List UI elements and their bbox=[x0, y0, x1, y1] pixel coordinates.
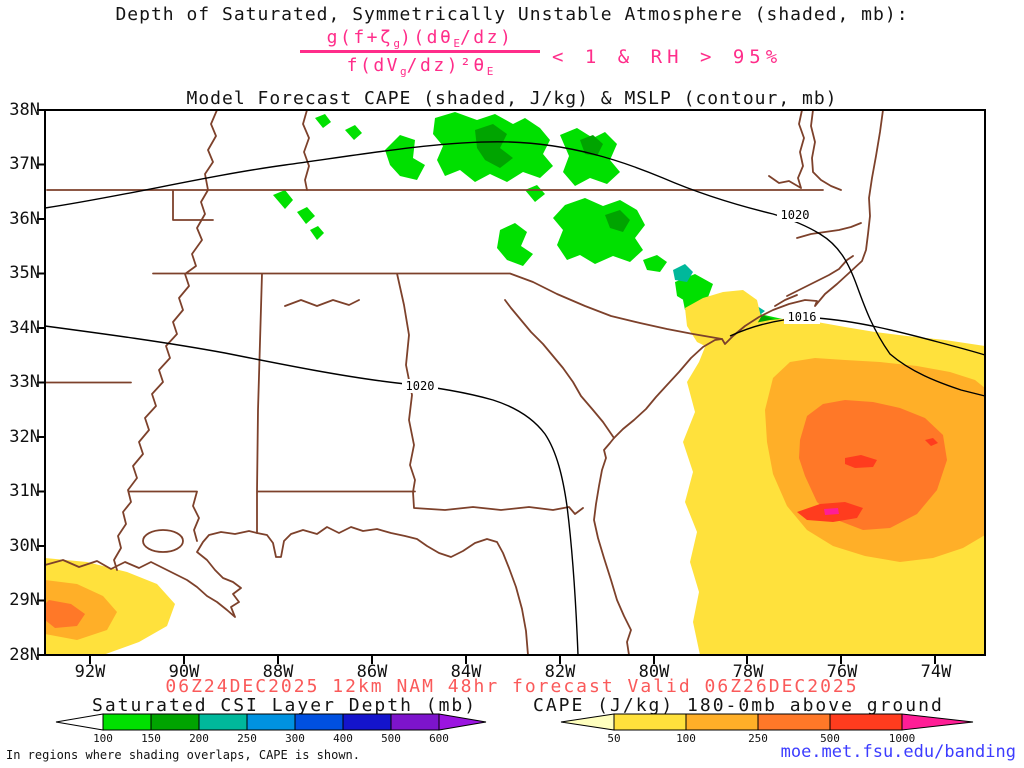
atlantic-coastline bbox=[593, 109, 884, 656]
mslp-contour-1020-south bbox=[44, 325, 579, 656]
csi-colorbar-left-arrow bbox=[55, 713, 104, 731]
csi-scale-tick: 400 bbox=[333, 732, 353, 745]
mslp-contour-1020-north bbox=[44, 141, 986, 397]
lon-tick-label: 92W bbox=[74, 662, 106, 682]
fraction-bar bbox=[300, 50, 540, 53]
cape-scale-tick: 50 bbox=[607, 732, 621, 745]
site-link[interactable]: moe.met.fsu.edu/banding bbox=[780, 742, 1016, 762]
contour-label-1020-south: 1020 bbox=[406, 379, 435, 393]
cape-fill-100-250 bbox=[45, 358, 985, 640]
contour-label-bg bbox=[777, 208, 813, 222]
lon-tick-label: 80W bbox=[638, 662, 670, 682]
cape-scale-tick: 500 bbox=[820, 732, 840, 745]
axis-tick-marks bbox=[37, 109, 936, 664]
gulf-coastline bbox=[44, 526, 529, 656]
mslp-contour-labels: 1020 1016 1020 bbox=[402, 208, 820, 393]
overlap-footnote: In regions where shading overlaps, CAPE … bbox=[6, 748, 361, 762]
lon-tick-label: 84W bbox=[450, 662, 482, 682]
csi-scale-tick: 500 bbox=[381, 732, 401, 745]
csi-legend-title: Saturated CSI Layer Depth (mb) bbox=[92, 695, 478, 716]
lat-tick-label: 36N bbox=[9, 209, 40, 229]
lat-tick-label: 35N bbox=[9, 263, 40, 283]
forecast-valid-line: 06Z24DEC2025 12km NAM 48hr forecast Vali… bbox=[165, 676, 859, 697]
cape-scale-tick: 1000 bbox=[888, 732, 916, 745]
chart-title-line2: Model Forecast CAPE (shaded, J/kg) & MSL… bbox=[186, 88, 838, 109]
csi-colorbar bbox=[55, 713, 487, 731]
csi-colorbar-right-arrow bbox=[438, 713, 487, 731]
river-lines bbox=[113, 109, 615, 571]
lon-tick-label: 76W bbox=[826, 662, 858, 682]
cape-legend-title: CAPE (J/kg) 180-0mb above ground bbox=[533, 695, 944, 716]
csi-colorbar-segment bbox=[294, 713, 344, 731]
state-border-lines bbox=[44, 189, 824, 542]
cape-fill-50-100 bbox=[45, 290, 985, 655]
cape-colorbar-right-arrow bbox=[901, 713, 974, 731]
lon-tick-label: 82W bbox=[544, 662, 576, 682]
cape-colorbar-segment bbox=[685, 713, 759, 731]
cape-colorbar-segment bbox=[829, 713, 903, 731]
lat-tick-label: 34N bbox=[9, 318, 40, 338]
lat-tick-label: 29N bbox=[9, 590, 40, 610]
lat-tick-label: 37N bbox=[9, 154, 40, 174]
csi-scale-tick: 600 bbox=[429, 732, 449, 745]
csi-scale-tick: 100 bbox=[93, 732, 113, 745]
cape-fill-500-1000 bbox=[797, 438, 938, 522]
lon-tick-label: 74W bbox=[920, 662, 952, 682]
cape-fill-250-500 bbox=[45, 400, 947, 628]
lat-tick-label: 33N bbox=[9, 372, 40, 392]
forecast-map: 1020 1016 1020 bbox=[37, 109, 986, 664]
formula-denominator: f(dVg/dz)²θE bbox=[346, 55, 494, 78]
cape-scale-tick: 100 bbox=[676, 732, 696, 745]
csi-scale-tick: 250 bbox=[237, 732, 257, 745]
lon-tick-label: 86W bbox=[356, 662, 388, 682]
cape-scale-tick: 250 bbox=[748, 732, 768, 745]
lon-tick-label: 88W bbox=[262, 662, 294, 682]
mslp-contours bbox=[44, 141, 986, 656]
formula-condition: < 1 & RH > 95% bbox=[552, 46, 783, 68]
lat-tick-label: 30N bbox=[9, 536, 40, 556]
formula-numerator: g(f+ζg)(dθE/dz) bbox=[326, 27, 514, 50]
cape-colorbar bbox=[560, 713, 974, 731]
contour-label-1016: 1016 bbox=[788, 310, 817, 324]
cape-fill-1000plus bbox=[824, 508, 839, 515]
contour-label-bg bbox=[784, 310, 820, 324]
csi-colorbar-segment bbox=[342, 713, 392, 731]
lat-tick-label: 32N bbox=[9, 427, 40, 447]
csi-formula: g(f+ζg)(dθE/dz) f(dVg/dz)²θE bbox=[300, 27, 540, 78]
csi-colorbar-segment bbox=[198, 713, 248, 731]
csi-colorbar-segment bbox=[150, 713, 200, 731]
csi-shading bbox=[273, 112, 985, 364]
geography-outlines bbox=[44, 109, 884, 656]
chart-title-line1: Depth of Saturated, Symmetrically Unstab… bbox=[115, 4, 909, 25]
lat-tick-label: 38N bbox=[9, 100, 40, 120]
map-frame bbox=[37, 109, 986, 664]
csi-colorbar-segment bbox=[246, 713, 296, 731]
mslp-contour-1016 bbox=[729, 317, 986, 356]
contour-label-bg bbox=[402, 379, 438, 393]
lat-tick-label: 31N bbox=[9, 481, 40, 501]
cape-colorbar-left-arrow bbox=[560, 713, 615, 731]
lat-tick-label: 28N bbox=[9, 645, 40, 665]
lon-tick-label: 90W bbox=[168, 662, 200, 682]
csi-scale-tick: 200 bbox=[189, 732, 209, 745]
cape-colorbar-segment bbox=[757, 713, 831, 731]
csi-colorbar-segment bbox=[102, 713, 152, 731]
csi-fill-100-150 bbox=[273, 112, 985, 364]
csi-colorbar-segment bbox=[390, 713, 440, 731]
csi-scale-tick: 300 bbox=[285, 732, 305, 745]
cape-shading bbox=[45, 290, 985, 655]
csi-scale-tick: 150 bbox=[141, 732, 161, 745]
estuary-lines bbox=[768, 109, 862, 307]
contour-label-1020-north: 1020 bbox=[781, 208, 810, 222]
lake-pontchartrain-outline bbox=[142, 529, 184, 553]
cape-colorbar-segment bbox=[613, 713, 687, 731]
lon-tick-label: 78W bbox=[732, 662, 764, 682]
